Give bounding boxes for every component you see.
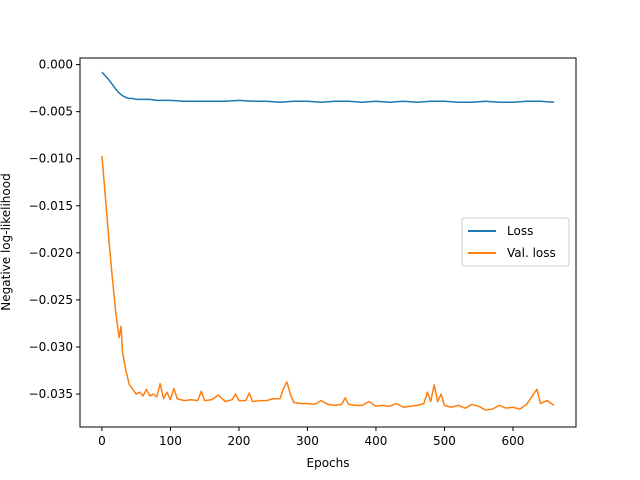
- y-tick-label: 0.000: [39, 58, 73, 72]
- series-line-val-loss: [101, 155, 555, 411]
- y-tick-label: −0.035: [29, 387, 73, 401]
- plot-frame: [79, 57, 577, 428]
- x-tick-label: 400: [365, 434, 388, 448]
- x-tick-label: 0: [98, 434, 106, 448]
- x-axis-label: Epochs: [307, 456, 350, 470]
- y-tick-label: −0.030: [29, 340, 73, 354]
- y-tick-label: −0.010: [29, 152, 73, 166]
- x-tick-label: 200: [227, 434, 250, 448]
- y-tick-label: −0.005: [29, 105, 73, 119]
- series-layer: [101, 71, 555, 411]
- legend-label: Val. loss: [507, 246, 556, 260]
- legend-label: Loss: [507, 224, 533, 238]
- x-tick-label: 300: [296, 434, 319, 448]
- y-axis-label: Negative log-likelihood: [0, 173, 13, 310]
- x-axis: 0 100 200 300 400 500 600: [98, 427, 524, 448]
- x-tick-label: 500: [433, 434, 456, 448]
- x-tick-label: 600: [502, 434, 525, 448]
- y-tick-label: −0.020: [29, 246, 73, 260]
- y-tick-label: −0.025: [29, 293, 73, 307]
- series-line-loss: [101, 71, 555, 103]
- y-axis: 0.000 −0.005 −0.010 −0.015 −0.020 −0.025 −0.03…: [29, 58, 80, 401]
- legend: Loss Val. loss: [461, 217, 570, 267]
- y-tick-label: −0.015: [29, 199, 73, 213]
- x-tick-label: 100: [159, 434, 182, 448]
